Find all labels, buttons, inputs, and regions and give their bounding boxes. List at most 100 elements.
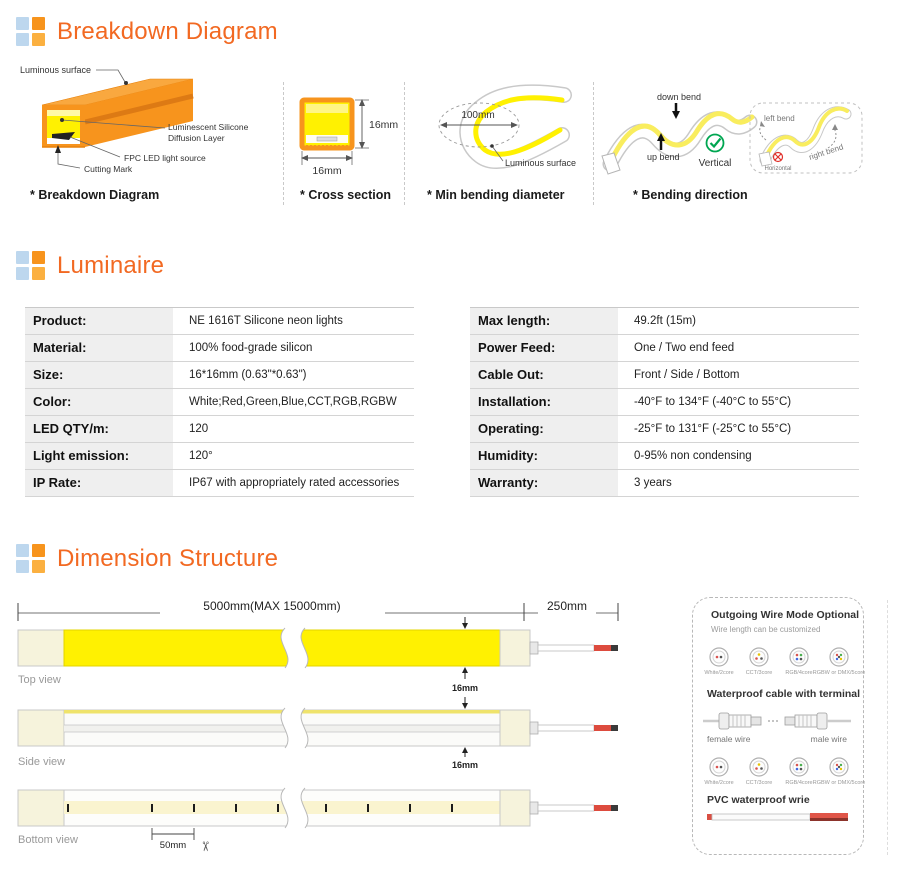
squares-icon: [16, 544, 45, 573]
right-arrowhead: [832, 124, 838, 130]
luminaire-table-right: Max length: 49.2ft (15m) Power Feed: One /…: [470, 307, 859, 497]
label-diffusion-2: Diffusion Layer: [168, 133, 225, 143]
label-fpc: FPC LED light source: [124, 153, 206, 163]
surface-label: Luminous surface: [505, 158, 576, 168]
vertical-label: Vertical: [699, 158, 732, 169]
spec-label: Light emission:: [25, 443, 173, 469]
spec-label: Power Feed:: [470, 335, 618, 361]
table-row: Power Feed: One / Two end feed: [470, 335, 859, 362]
bending-direction-diagram: down bend up bend Vertical left bend rig…: [601, 92, 863, 175]
horizontal-bend-box: [749, 102, 863, 174]
spec-label: Cable Out:: [470, 362, 618, 388]
connector-label: RGB/4core: [785, 670, 813, 676]
terminal-cable-drawing: [703, 712, 851, 730]
left-bend-label: left bend: [764, 114, 795, 123]
male-connector: [784, 712, 851, 730]
table-row: Warranty: 3 years: [470, 470, 859, 497]
female-wire-label: female wire: [707, 734, 751, 744]
caption-cross-section: * Cross section: [300, 188, 392, 202]
wire-panel-title: Outgoing Wire Mode Optional: [711, 609, 860, 621]
spec-label: Size:: [25, 362, 173, 388]
caption-bending-diameter: * Min bending diameter: [427, 188, 565, 202]
spec-value: 0-95% non condensing: [634, 450, 752, 462]
terminal-title: Waterproof cable with terminal: [707, 688, 861, 700]
bending-diameter-diagram: 100mm Luminous surface: [438, 84, 576, 170]
bottom-view-strip: [17, 787, 618, 829]
connector-label: White/2core: [704, 670, 734, 676]
spec-label: IP Rate:: [25, 470, 173, 496]
connector-row: White/2core CCT/3core RGB/4core: [699, 646, 865, 676]
spec-label: Color:: [25, 389, 173, 415]
table-row: Operating: -25°F to 131°F (-25°C to 55°C): [470, 416, 859, 443]
page-edge-dash: [887, 600, 888, 855]
squares-icon: [16, 17, 45, 46]
spec-label: Humidity:: [470, 443, 618, 469]
connector-cct-3core: CCT/3core: [739, 646, 779, 676]
prism-drawing: [41, 78, 194, 148]
left-arrowhead: [760, 121, 765, 127]
side-view-height-dim: [462, 697, 468, 757]
side-view-label: Side view: [18, 756, 65, 768]
outgoing-wire-panel: Outgoing Wire Mode Optional Wire length …: [692, 597, 865, 855]
section-title: Luminaire: [57, 251, 165, 279]
spec-label: Material:: [25, 335, 173, 361]
up-bend-arrow: [657, 133, 665, 150]
squares-icon: [16, 251, 45, 280]
top-height-label: 16mm: [452, 683, 478, 693]
label-luminous-surface: Luminous surface: [20, 65, 91, 75]
leader-dot: [490, 144, 494, 148]
horizontal-label: Horizontal: [764, 166, 791, 172]
spec-value: 120°: [189, 450, 213, 462]
spec-label: Max length:: [470, 308, 618, 334]
down-bend-label: down bend: [657, 92, 701, 102]
cutting-arrow: [55, 145, 61, 153]
bent-strip-drawing: [438, 84, 572, 170]
dimension-arrowheads: [301, 99, 365, 161]
top-view-label: Top view: [18, 674, 61, 686]
pvc-wire-drawing: [707, 813, 848, 821]
scissors-icon: ✂: [198, 841, 213, 852]
section-header-breakdown: Breakdown Diagram: [16, 17, 278, 46]
connector-label: RGBW or DMX/5core: [812, 780, 866, 786]
spec-label: Product:: [25, 308, 173, 334]
connector-label: RGBW or DMX/5core: [812, 670, 866, 676]
connector-row: White/2core CCT/3core RGB/4core: [699, 756, 865, 786]
spec-value: White;Red,Green,Blue,CCT,RGB,RGBW: [189, 396, 397, 408]
leader-dot: [60, 118, 64, 122]
connector-icon: [709, 647, 729, 667]
up-bend-label: up bend: [647, 152, 680, 162]
caption-bending-direction: * Bending direction: [633, 188, 748, 202]
connector-white-2core: White/2core: [699, 756, 739, 786]
dimension-drawing: 5000mm(MAX 15000mm) 250mm 16mm Top view: [17, 597, 619, 852]
spec-value: 3 years: [634, 477, 672, 489]
spec-value: 100% food-grade silicon: [189, 342, 313, 354]
table-row: Installation: -40°F to 134°F (-40°C to 55…: [470, 389, 859, 416]
top-view-strip: [17, 627, 618, 669]
connector-icon: [789, 647, 809, 667]
dim-text-bg: [538, 597, 596, 615]
cross-width-label: 16mm: [312, 165, 341, 177]
section-header-luminaire: Luminaire: [16, 251, 164, 280]
total-length-label: 5000mm(MAX 15000mm): [203, 599, 340, 613]
leader-line: [491, 145, 504, 162]
horizontal-bend-ribbon: [758, 106, 852, 167]
spec-value: 120: [189, 423, 209, 435]
spec-value: IP67 with appropriately rated accessorie…: [189, 477, 400, 489]
spec-label: LED QTY/m:: [25, 416, 173, 442]
down-bend-arrow: [672, 103, 680, 119]
connector-icon: [829, 647, 849, 667]
female-connector: [703, 712, 762, 730]
wire-gender-labels: female wire male wire: [707, 734, 847, 744]
section-header-dimension: Dimension Structure: [16, 544, 278, 573]
diameter-arrowheads: [440, 122, 518, 128]
spec-label: Warranty:: [470, 470, 618, 496]
spec-value: 49.2ft (15m): [634, 315, 696, 327]
leader-dot: [124, 81, 128, 85]
connector-rgbw-5core: RGBW or DMX/5core: [813, 646, 865, 676]
spec-value: One / Two end feed: [634, 342, 735, 354]
cross-section-diagram: 16mm 16mm: [299, 97, 398, 177]
tail-length-label: 250mm: [547, 599, 587, 613]
connector-rgbw-5core: RGBW or DMX/5core: [813, 756, 865, 786]
separator: [283, 82, 284, 205]
